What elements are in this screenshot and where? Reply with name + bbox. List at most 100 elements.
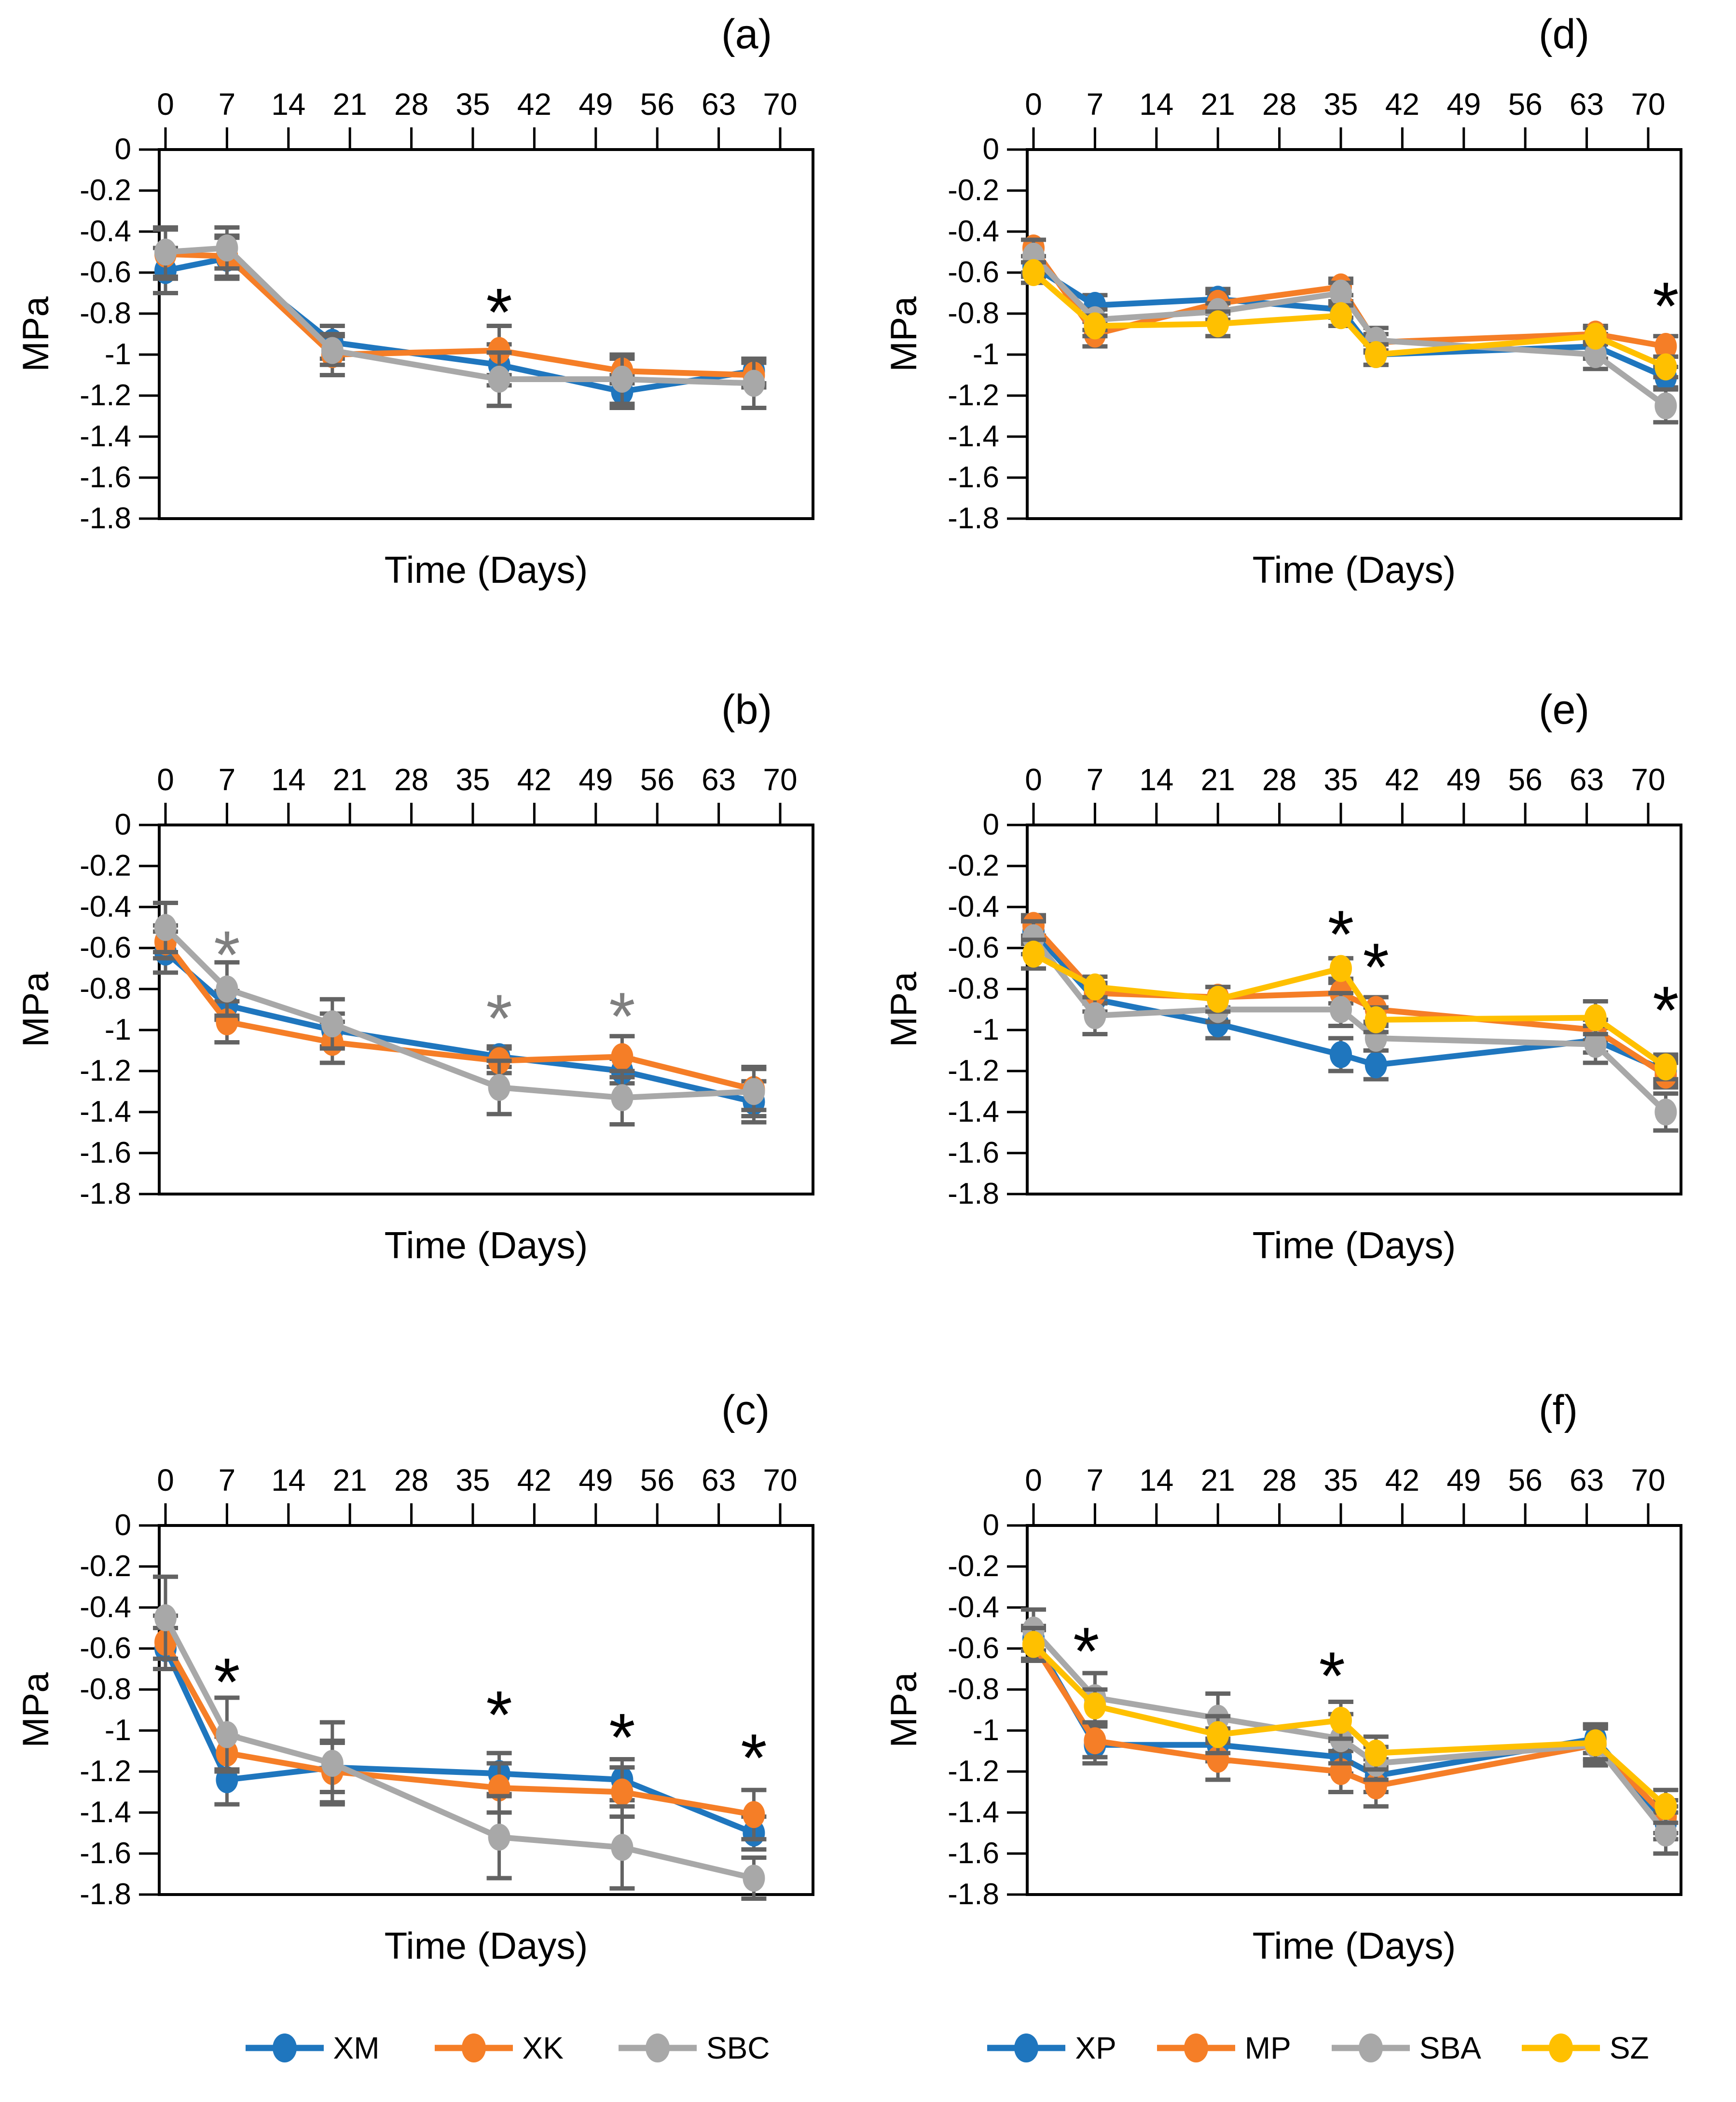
svg-text:21: 21: [333, 1463, 367, 1498]
svg-text:28: 28: [1262, 762, 1296, 797]
svg-text:*: *: [1073, 1613, 1099, 1689]
svg-text:-0.4: -0.4: [80, 890, 131, 923]
svg-text:-1.8: -1.8: [80, 1878, 131, 1911]
svg-text:14: 14: [271, 87, 305, 122]
svg-text:14: 14: [1139, 87, 1173, 122]
svg-text:-0.6: -0.6: [948, 931, 999, 964]
svg-text:-1.2: -1.2: [80, 379, 131, 412]
svg-text:49: 49: [579, 762, 613, 797]
panel-label-c: (c): [721, 1387, 770, 1433]
svg-text:0: 0: [115, 1509, 131, 1542]
svg-text:7: 7: [219, 762, 236, 797]
svg-text:-1.6: -1.6: [80, 1837, 131, 1870]
svg-text:63: 63: [1570, 1463, 1604, 1498]
svg-text:-1.4: -1.4: [80, 420, 131, 453]
chart-c-canvas: 0 7 14 21 28 35 42 49 56 63 70 0 -0.2 -0.4 -0.6 -0.8 -1 -…: [15, 1463, 814, 1967]
svg-text:35: 35: [455, 1463, 490, 1498]
svg-text:-0.4: -0.4: [80, 215, 131, 248]
legend-label-sz: SZ: [1609, 2031, 1649, 2065]
svg-text:0: 0: [1025, 1463, 1042, 1498]
svg-text:42: 42: [517, 762, 551, 797]
svg-text:MPa: MPa: [883, 296, 924, 372]
svg-text:-1.8: -1.8: [80, 1177, 131, 1210]
svg-text:21: 21: [333, 762, 367, 797]
svg-text:-0.2: -0.2: [80, 1550, 131, 1583]
svg-text:0: 0: [983, 1509, 999, 1542]
svg-text:-1.8: -1.8: [948, 1878, 999, 1911]
svg-text:70: 70: [763, 1463, 797, 1498]
svg-text:*: *: [1319, 1638, 1345, 1714]
svg-text:Time (Days): Time (Days): [1253, 1224, 1456, 1266]
svg-text:-1: -1: [973, 338, 999, 371]
legend-label-mp: MP: [1244, 2031, 1291, 2065]
chart-d-canvas: 0 7 14 21 28 35 42 49 56 63 70 0 -0.2 -0.4 -0.6 -0.8 -1 -…: [883, 87, 1682, 591]
svg-text:-0.2: -0.2: [948, 1550, 999, 1583]
svg-text:*: *: [741, 1720, 767, 1796]
legend-item-xp: XP: [985, 2030, 1116, 2066]
svg-text:-1: -1: [105, 1013, 131, 1046]
svg-text:*: *: [486, 274, 512, 350]
svg-text:-0.8: -0.8: [948, 1673, 999, 1706]
svg-text:-1.6: -1.6: [80, 1136, 131, 1169]
svg-text:42: 42: [1385, 1463, 1419, 1498]
svg-text:-0.8: -0.8: [948, 297, 999, 330]
svg-text:*: *: [214, 917, 240, 992]
chart-panel-a: 0 7 14 21 28 35 42 49 56 63 70 0 -0.2 -0.4 -0.6 -0.8 -1 -…: [0, 0, 868, 603]
svg-text:-0.4: -0.4: [80, 1591, 131, 1624]
svg-text:-0.6: -0.6: [80, 1632, 131, 1665]
svg-text:-1.6: -1.6: [948, 461, 999, 494]
svg-text:-1.2: -1.2: [80, 1054, 131, 1087]
svg-text:Time (Days): Time (Days): [1253, 1924, 1456, 1967]
svg-text:63: 63: [702, 1463, 736, 1498]
svg-text:-0.6: -0.6: [80, 256, 131, 289]
panel-label-f: (f): [1539, 1387, 1578, 1433]
svg-text:-1.4: -1.4: [80, 1796, 131, 1829]
svg-text:0: 0: [157, 1463, 174, 1498]
legend-label-sbc: SBC: [706, 2031, 770, 2065]
svg-text:0: 0: [115, 808, 131, 841]
svg-text:Time (Days): Time (Days): [1253, 549, 1456, 591]
legend-item-xm: XM: [244, 2030, 380, 2066]
svg-text:Time (Days): Time (Days): [385, 549, 588, 591]
legend-item-mp: MP: [1155, 2030, 1291, 2066]
svg-text:Time (Days): Time (Days): [385, 1224, 588, 1266]
svg-text:*: *: [1328, 896, 1354, 972]
legend-item-xk: XK: [433, 2030, 564, 2066]
svg-text:-1.2: -1.2: [948, 1755, 999, 1788]
svg-text:70: 70: [763, 762, 797, 797]
panel-label-b: (b): [721, 687, 772, 733]
svg-text:63: 63: [702, 762, 736, 797]
svg-text:56: 56: [640, 762, 675, 797]
legend-marker-xm: [245, 2033, 324, 2062]
svg-text:28: 28: [1262, 87, 1296, 122]
legend-marker-sz: [1521, 2033, 1600, 2062]
svg-text:-0.8: -0.8: [80, 972, 131, 1005]
svg-text:49: 49: [1447, 1463, 1481, 1498]
svg-text:7: 7: [1087, 1463, 1104, 1498]
svg-text:0: 0: [983, 808, 999, 841]
svg-text:28: 28: [1262, 1463, 1296, 1498]
svg-text:35: 35: [1323, 87, 1358, 122]
svg-text:35: 35: [455, 87, 490, 122]
panel-label-d: (d): [1539, 11, 1590, 57]
svg-text:70: 70: [1631, 1463, 1665, 1498]
svg-text:-0.6: -0.6: [948, 256, 999, 289]
chart-b-canvas: 0 7 14 21 28 35 42 49 56 63 70 0 -0.2 -0.4 -0.6 -0.8 -1 -…: [15, 762, 814, 1266]
chart-panel-c: 0 7 14 21 28 35 42 49 56 63 70 0 -0.2 -0.4 -0.6 -0.8 -1 -…: [0, 1376, 868, 1979]
svg-text:-1.4: -1.4: [80, 1095, 131, 1128]
svg-text:MPa: MPa: [883, 1672, 924, 1748]
legend-item-sba: SBA: [1330, 2030, 1481, 2066]
legend-right: XP MP SBA SZ: [941, 2014, 1694, 2082]
svg-text:56: 56: [640, 87, 675, 122]
svg-text:MPa: MPa: [15, 1672, 56, 1748]
svg-text:21: 21: [1201, 1463, 1235, 1498]
svg-text:28: 28: [394, 87, 428, 122]
chart-panel-f: 0 7 14 21 28 35 42 49 56 63 70 0 -0.2 -0.4 -0.6 -0.8 -1 -…: [868, 1376, 1736, 1979]
svg-text:*: *: [1653, 268, 1679, 344]
svg-text:7: 7: [1087, 87, 1104, 122]
svg-text:70: 70: [1631, 87, 1665, 122]
svg-text:-0.6: -0.6: [948, 1632, 999, 1665]
legend-label-xp: XP: [1075, 2031, 1116, 2065]
svg-text:-0.8: -0.8: [80, 1673, 131, 1706]
legend-label-xm: XM: [333, 2031, 380, 2065]
